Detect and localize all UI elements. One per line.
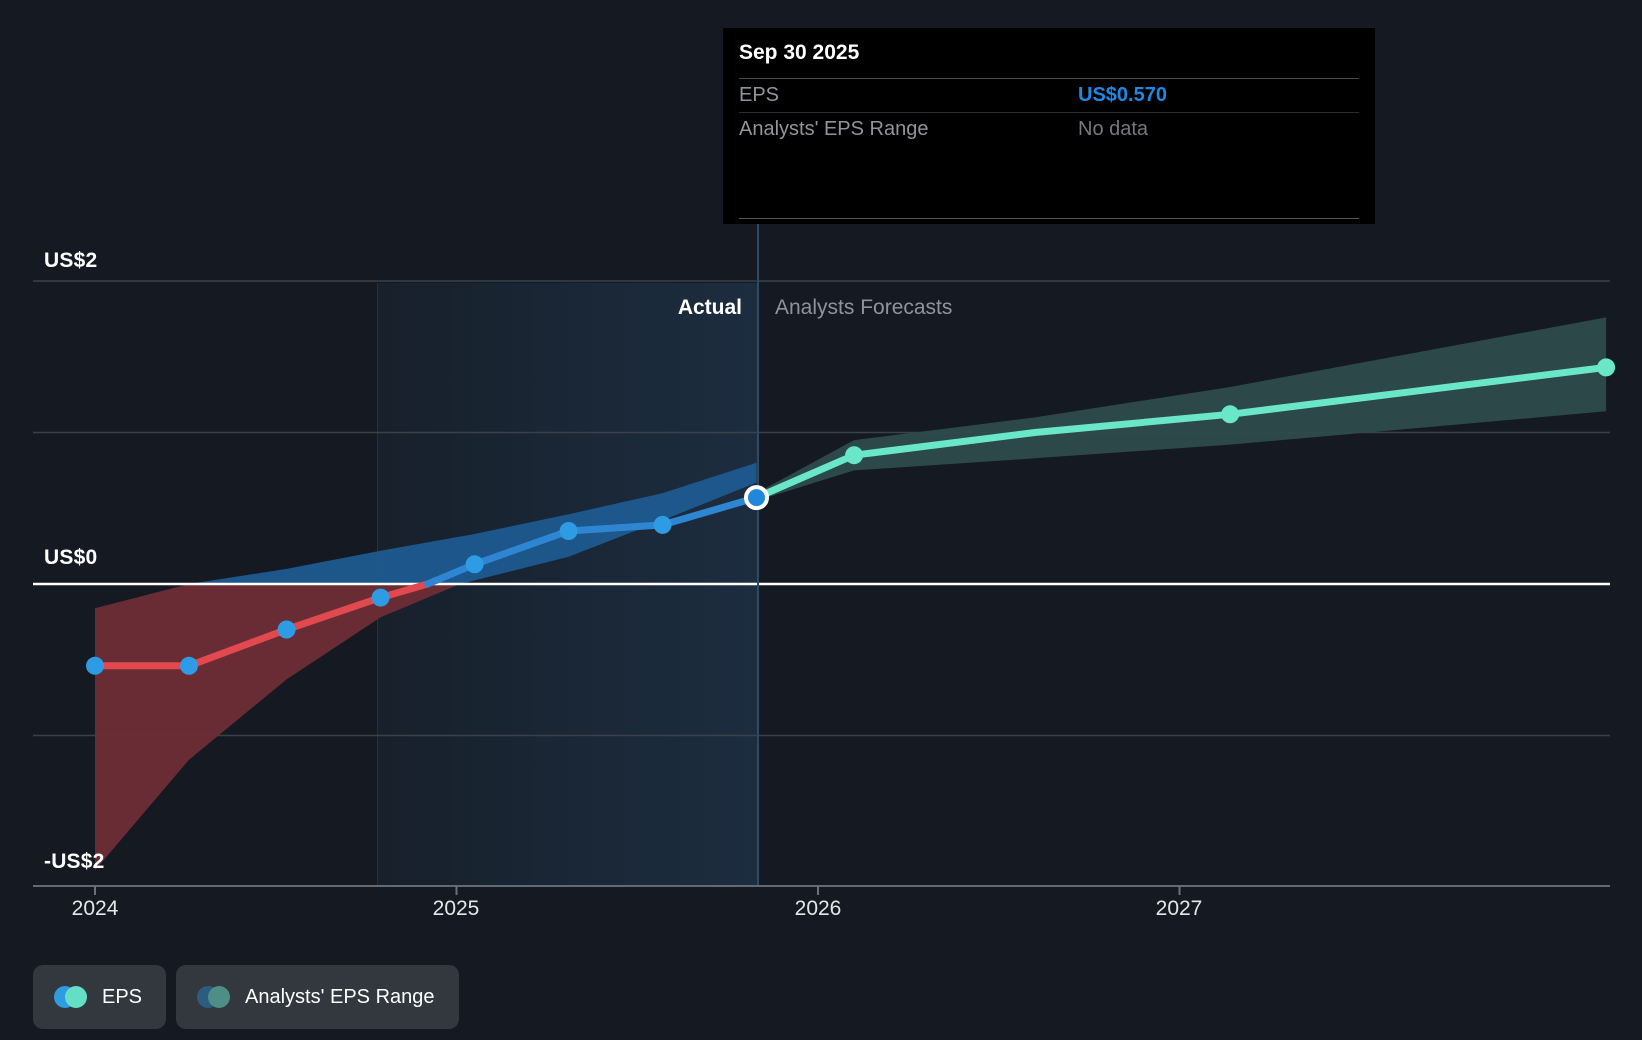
x-axis-ticks — [94, 886, 1181, 895]
today-dot[interactable] — [744, 485, 769, 511]
legend: EPS Analysts' EPS Range — [33, 965, 459, 1029]
tooltip-row-range: Analysts' EPS Range No data — [739, 113, 1359, 146]
tooltip-range-value: No data — [1078, 118, 1149, 140]
x-axis-label-2026: 2026 — [794, 897, 842, 920]
x-axis-label-2024: 2024 — [71, 897, 119, 920]
analysts-range-band-negative — [95, 584, 461, 871]
eps-actual-dots[interactable] — [86, 515, 672, 675]
actual-label: Actual — [677, 296, 742, 319]
tooltip-eps-value: US$0.570 — [1078, 84, 1167, 106]
forecast-range-band — [756, 317, 1607, 501]
legend-item-eps[interactable]: EPS — [33, 965, 167, 1029]
tooltip-row-eps: EPS US$0.570 — [739, 79, 1359, 113]
legend-item-analysts-eps-range[interactable]: Analysts' EPS Range — [176, 965, 459, 1029]
y-axis-label-bottom: -US$2 — [44, 850, 105, 873]
eps-forecast-dots[interactable] — [845, 358, 1616, 465]
legend-range-label: Analysts' EPS Range — [245, 985, 435, 1008]
legend-eps-label: EPS — [102, 985, 143, 1008]
tooltip-eps-label: EPS — [739, 84, 780, 106]
forecasts-label: Analysts Forecasts — [775, 296, 953, 319]
tooltip-date: Sep 30 2025 — [739, 28, 1359, 79]
tooltip-range-label: Analysts' EPS Range — [739, 118, 929, 140]
tooltip-bottom-divider — [739, 218, 1359, 219]
eps-forecast-line — [753, 363, 1610, 502]
x-axis-label-2027: 2027 — [1155, 897, 1203, 920]
x-axis-label-2025: 2025 — [432, 897, 480, 920]
y-axis-label-top: US$2 — [44, 249, 98, 272]
range-legend-swatch-icon — [197, 986, 231, 1008]
tooltip: Sep 30 2025 EPS US$0.570 Analysts' EPS R… — [723, 28, 1375, 224]
y-axis-label-zero: US$0 — [44, 546, 98, 569]
eps-legend-swatch-icon — [54, 986, 87, 1008]
